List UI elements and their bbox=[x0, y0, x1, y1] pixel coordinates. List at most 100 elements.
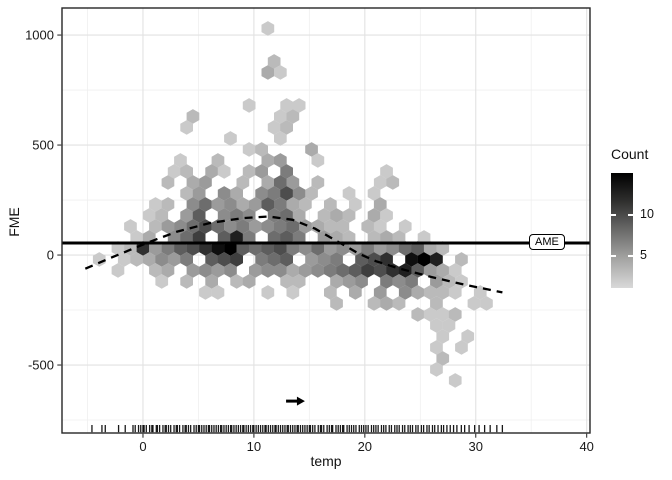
hex-bin bbox=[448, 307, 462, 322]
hex-bin bbox=[292, 230, 306, 245]
hex-bin bbox=[467, 296, 481, 311]
hex-bin bbox=[205, 252, 218, 267]
hex-bin bbox=[373, 197, 387, 212]
hex-bin bbox=[324, 197, 337, 212]
hex-bin bbox=[149, 219, 162, 234]
hex-bin bbox=[161, 263, 175, 278]
hex-bin bbox=[292, 208, 306, 223]
hex-bin bbox=[217, 252, 231, 267]
hex-bin bbox=[199, 263, 212, 278]
hex-bin bbox=[180, 252, 193, 267]
hex-bin bbox=[349, 197, 362, 212]
hex-bin bbox=[430, 252, 443, 267]
x-axis-title: temp bbox=[310, 453, 342, 469]
hex-bin bbox=[167, 230, 181, 245]
hex-bin bbox=[392, 296, 406, 311]
hex-bin bbox=[292, 274, 306, 289]
hex-bin bbox=[242, 208, 256, 223]
hex-bin bbox=[405, 252, 418, 267]
hex-bin bbox=[292, 98, 306, 113]
hex-bin bbox=[448, 263, 462, 278]
hex-bin bbox=[417, 252, 431, 267]
hex-bin bbox=[286, 197, 300, 212]
hex-bin bbox=[142, 252, 156, 267]
arrow-head bbox=[296, 396, 305, 406]
hex-bin bbox=[386, 263, 400, 278]
hex-bin bbox=[311, 241, 325, 256]
hex-bin bbox=[174, 241, 187, 256]
hex-bin bbox=[230, 274, 243, 289]
hex-bin bbox=[373, 175, 387, 190]
hex-bin bbox=[205, 164, 218, 179]
hex-bin bbox=[261, 153, 275, 168]
hex-bin bbox=[180, 274, 193, 289]
hex-bin bbox=[430, 318, 443, 333]
hex-bin bbox=[267, 120, 281, 135]
hex-bin bbox=[230, 230, 243, 245]
hex-bin bbox=[311, 153, 325, 168]
hex-bin bbox=[330, 274, 343, 289]
hex-bin bbox=[217, 164, 231, 179]
y-tick-label: 0 bbox=[47, 248, 54, 263]
hex-bin bbox=[436, 351, 450, 366]
hex-bin bbox=[324, 219, 337, 234]
legend-tick-mark bbox=[611, 255, 616, 257]
hex-bin bbox=[367, 252, 381, 267]
hex-bin bbox=[317, 208, 331, 223]
hex-bin bbox=[274, 65, 287, 80]
hex-bin bbox=[430, 362, 443, 377]
hex-bin bbox=[174, 153, 187, 168]
y-tick-label: -500 bbox=[28, 358, 54, 373]
hex-bin bbox=[274, 109, 287, 124]
hex-bin bbox=[186, 175, 200, 190]
hex-bin bbox=[261, 197, 275, 212]
hex-bin bbox=[180, 208, 193, 223]
hex-bin bbox=[299, 241, 312, 256]
hex-bin bbox=[167, 164, 181, 179]
hex-bin bbox=[255, 186, 268, 201]
hex-bin bbox=[461, 329, 475, 344]
hex-bin bbox=[224, 263, 237, 278]
hex-bin bbox=[455, 340, 468, 355]
hex-bin bbox=[261, 219, 275, 234]
hex-bin bbox=[480, 296, 493, 311]
hex-bin bbox=[280, 164, 293, 179]
hex-bin bbox=[436, 241, 450, 256]
hex-bin bbox=[342, 274, 356, 289]
hex-bin bbox=[405, 274, 418, 289]
hex-bin bbox=[392, 230, 406, 245]
hex-bin bbox=[111, 241, 125, 256]
ame-line-label: AME bbox=[529, 234, 565, 250]
hex-bin bbox=[261, 263, 275, 278]
hex-bin bbox=[186, 241, 200, 256]
hex-bin bbox=[117, 252, 131, 267]
hex-bin bbox=[205, 274, 218, 289]
hex-bin bbox=[330, 252, 343, 267]
hex-bin bbox=[305, 142, 318, 157]
hex-bin bbox=[211, 263, 225, 278]
hex-bin bbox=[167, 252, 181, 267]
hex-bin bbox=[349, 241, 362, 256]
hex-bin bbox=[217, 230, 231, 245]
hex-bin bbox=[380, 230, 393, 245]
trend-dashed-line bbox=[84, 215, 503, 294]
legend-tick-mark bbox=[628, 214, 633, 216]
hex-bin bbox=[186, 197, 200, 212]
hex-bin bbox=[423, 263, 437, 278]
hex-bin bbox=[261, 21, 275, 36]
hex-bin bbox=[274, 175, 287, 190]
hex-bin bbox=[224, 219, 237, 234]
hex-bin bbox=[311, 263, 325, 278]
hex-bin bbox=[249, 197, 262, 212]
hex-bin bbox=[192, 208, 206, 223]
hex-bin bbox=[155, 208, 169, 223]
hex-bin bbox=[355, 274, 368, 289]
hex-bin bbox=[224, 241, 237, 256]
hex-bin bbox=[336, 219, 350, 234]
hex-bin bbox=[380, 164, 393, 179]
x-tick-label: 0 bbox=[139, 439, 146, 454]
hex-bin bbox=[367, 186, 381, 201]
hex-bin bbox=[180, 164, 193, 179]
hex-bin bbox=[261, 175, 275, 190]
hex-bin bbox=[317, 252, 331, 267]
